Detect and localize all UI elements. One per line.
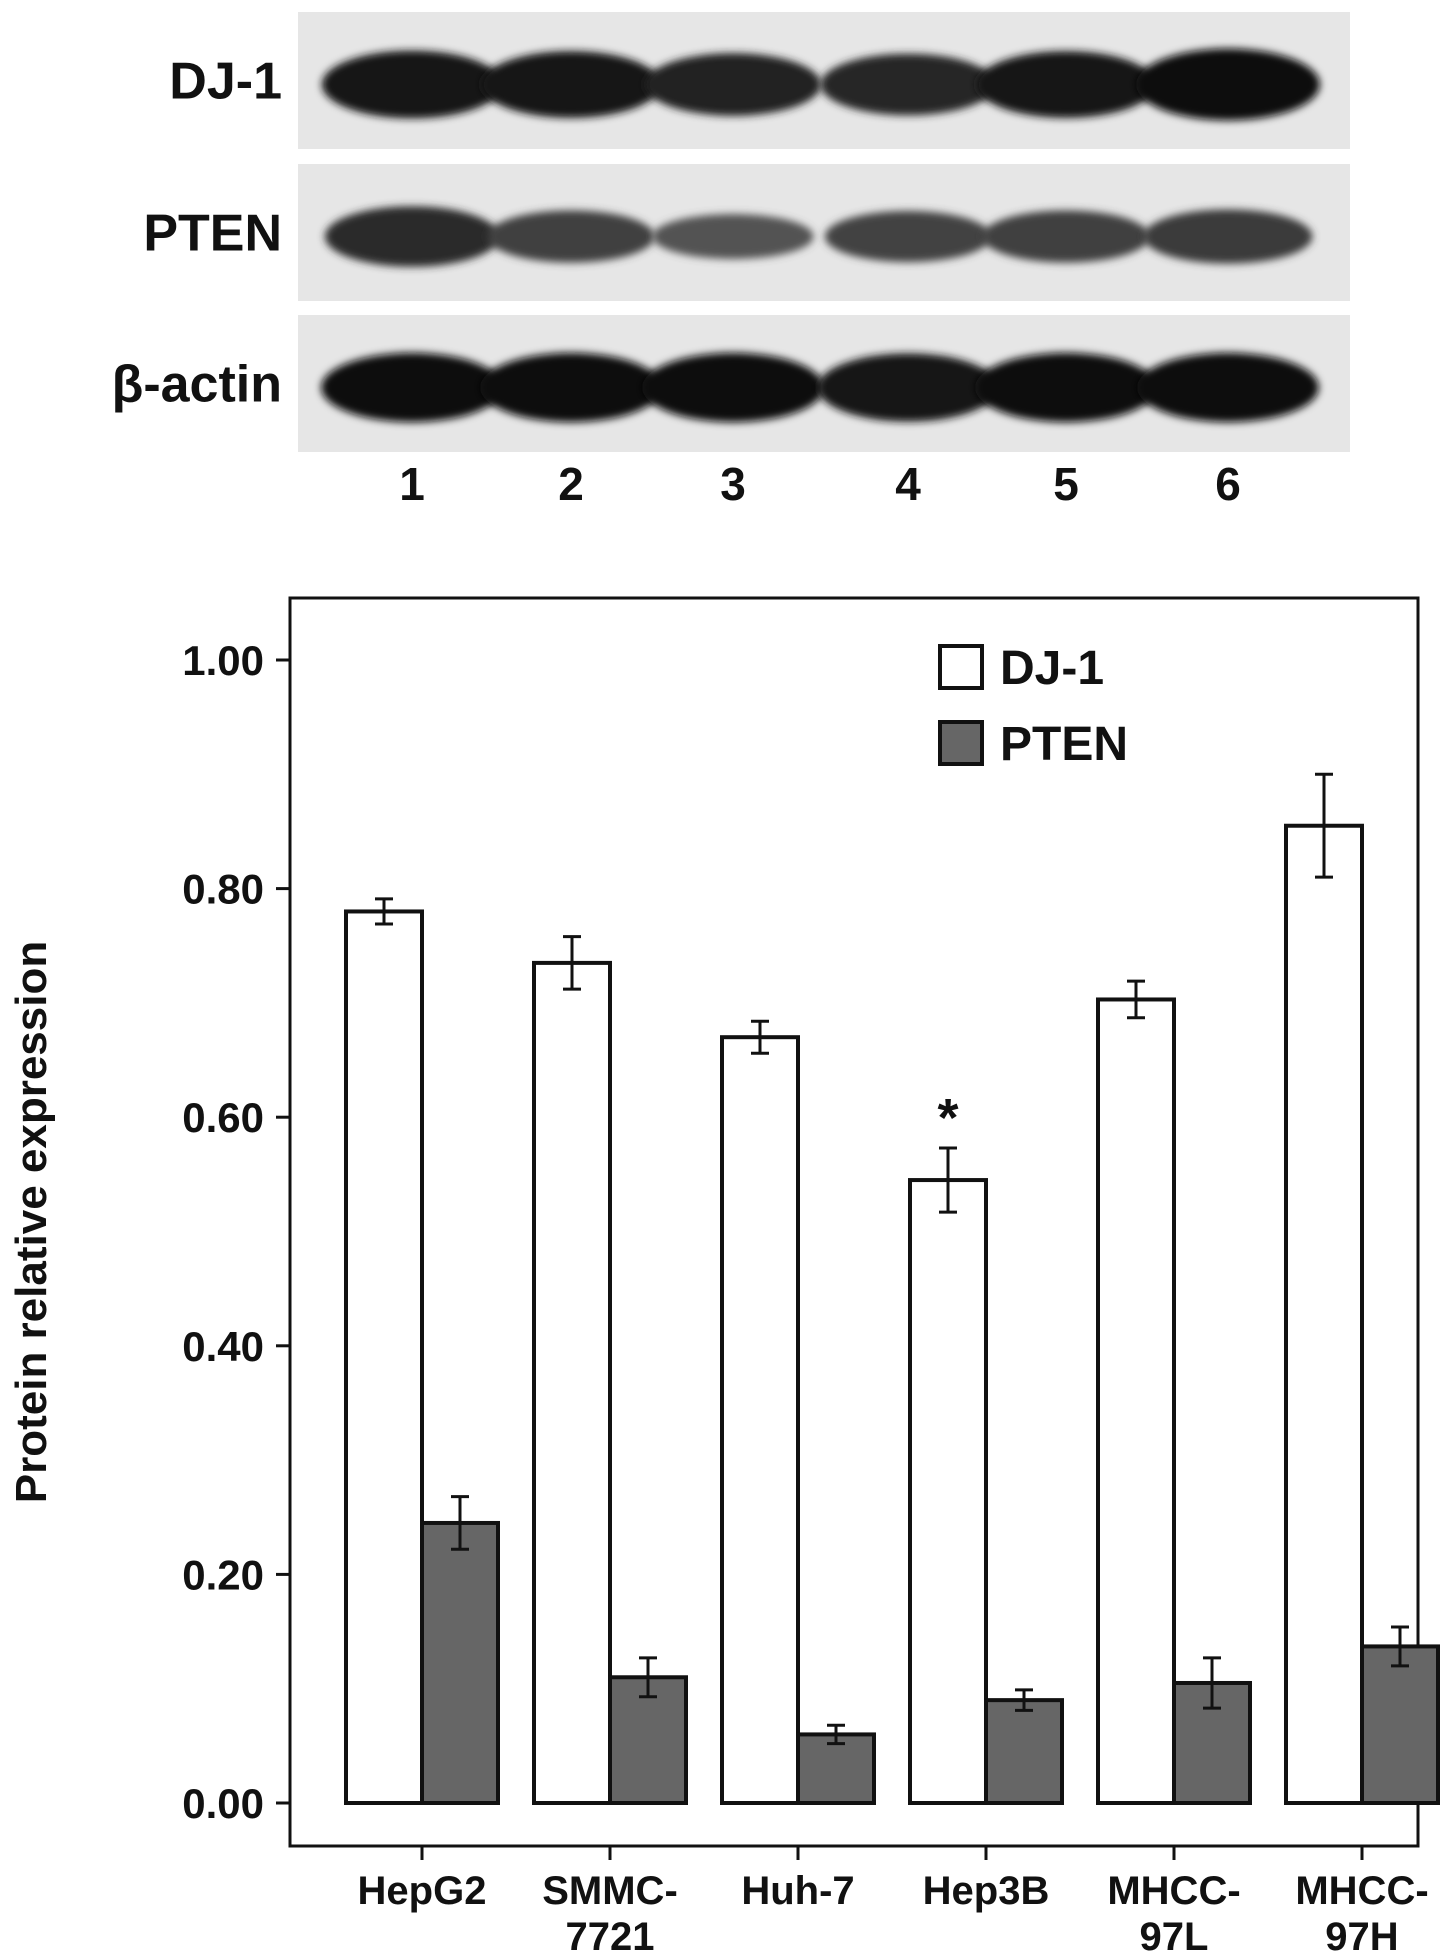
- blot-band: [644, 53, 822, 116]
- bar-group: [1096, 979, 1252, 1805]
- bar-dj1: [1284, 823, 1364, 1805]
- x-tick-label: 97L: [1140, 1915, 1209, 1957]
- blot-band: [487, 210, 655, 263]
- blot-row: DJ-1: [169, 12, 1350, 149]
- x-tick-label: 97H: [1325, 1915, 1398, 1957]
- x-tick-label: Hep3B: [923, 1869, 1050, 1913]
- bar-pten: [796, 1732, 876, 1806]
- x-tick-label: HepG2: [358, 1869, 487, 1913]
- lane-number: 5: [1053, 458, 1079, 510]
- bar-dj1: [344, 909, 424, 1805]
- blot-band: [1143, 209, 1313, 264]
- bar-pten: [608, 1675, 688, 1806]
- blot-band: [652, 214, 814, 259]
- blot-band: [321, 352, 503, 423]
- blot-band: [321, 50, 503, 119]
- y-tick-label: 0.20: [182, 1551, 264, 1598]
- legend-swatch: [938, 720, 984, 766]
- lane-number: 1: [399, 458, 425, 510]
- blot-band: [642, 352, 824, 423]
- bar-group: [532, 935, 688, 1806]
- y-tick-label: 0.80: [182, 866, 264, 913]
- legend-swatch: [938, 644, 984, 690]
- lane-number: 4: [895, 458, 921, 510]
- bar-pten: [984, 1698, 1064, 1806]
- bar-dj1: [532, 960, 612, 1805]
- blot-band: [324, 206, 500, 267]
- y-axis-label: Protein relative expression: [7, 941, 56, 1503]
- x-tick-label: 7721: [566, 1915, 655, 1957]
- bar-chart: 0.00 0.20 0.40 0.60 0.80 1.00 * HepG2 SMMC-772…: [7, 596, 1440, 1957]
- x-tick-label: MHCC-: [1107, 1869, 1240, 1913]
- bar-pten: [1172, 1680, 1252, 1805]
- blot-band: [1136, 48, 1320, 121]
- blot-row-label: PTEN: [143, 205, 282, 263]
- bar-dj1: [720, 1035, 800, 1805]
- lane-number: 6: [1215, 458, 1241, 510]
- y-tick-label: 0.00: [182, 1780, 264, 1827]
- legend-label: DJ-1: [1000, 642, 1104, 695]
- significance-marker: *: [937, 1088, 958, 1148]
- blot-row: PTEN: [143, 164, 1350, 301]
- lane-number: 2: [558, 458, 584, 510]
- blot-band: [1137, 352, 1319, 423]
- legend: DJ-1 PTEN: [938, 642, 1128, 771]
- bar-group: [720, 1019, 876, 1806]
- blot-band: [975, 352, 1157, 423]
- bar-dj1: [1096, 997, 1176, 1805]
- x-tick-label: MHCC-: [1295, 1869, 1428, 1913]
- blot-band: [824, 210, 992, 263]
- bar-dj1: [908, 1178, 988, 1805]
- blot-band: [976, 51, 1156, 118]
- x-tick-label: SMMC-: [542, 1869, 678, 1913]
- bar-pten: [420, 1520, 500, 1806]
- blot-row-label: DJ-1: [169, 53, 282, 111]
- legend-label: PTEN: [1000, 718, 1128, 771]
- lane-number: 3: [720, 458, 746, 510]
- plot-frame: [288, 596, 1420, 1848]
- blot-band: [982, 210, 1150, 263]
- y-tick-label: 1.00: [182, 637, 264, 684]
- blot-band: [820, 53, 996, 116]
- bar-group: [344, 897, 500, 1806]
- x-tick-label: Huh-7: [741, 1869, 854, 1913]
- blot-band: [817, 353, 999, 422]
- bar-group: *: [908, 1088, 1064, 1806]
- y-tick-label: 0.40: [182, 1323, 264, 1370]
- blot-row-label: β-actin: [112, 356, 282, 414]
- y-tick-label: 0.60: [182, 1094, 264, 1141]
- western-blot-panel: DJ-1 PTEN β-actin 1 2 3 4 5 6: [112, 12, 1350, 510]
- bar-pten: [1360, 1644, 1440, 1806]
- blot-band: [480, 352, 662, 423]
- bar-group: [1284, 772, 1440, 1806]
- blot-row: β-actin: [112, 315, 1350, 452]
- blot-band: [481, 51, 661, 118]
